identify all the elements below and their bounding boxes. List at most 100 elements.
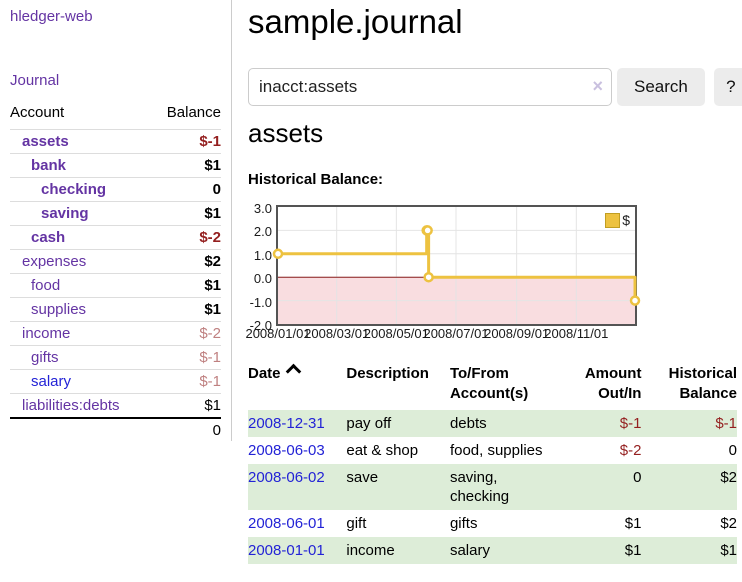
transaction-accounts: salary	[449, 542, 490, 559]
sidebar-item-journal[interactable]: Journal	[10, 72, 60, 89]
register-col-amount: Amount Out/In	[584, 365, 642, 402]
search-button[interactable]: Search	[617, 68, 705, 106]
search-box: ×	[248, 68, 612, 106]
y-axis-tick-label: 0.0	[253, 271, 272, 287]
transaction-amount: 0	[633, 469, 642, 486]
transaction-date-link[interactable]: 2008-01-01	[248, 542, 325, 559]
transaction-balance: 0	[728, 442, 737, 459]
accounts-total-row: 0	[10, 418, 221, 442]
main-content: sample.journal × Search ? assets Histori…	[245, 0, 742, 582]
transaction-date-link[interactable]: 2008-12-31	[248, 415, 325, 432]
account-row: assets $-1	[10, 129, 221, 154]
account-balance: $-2	[199, 325, 221, 342]
transaction-date-link[interactable]: 2008-06-01	[248, 515, 325, 532]
x-axis-tick-label: 2008/03/01	[304, 326, 370, 341]
legend-swatch-icon	[605, 212, 621, 228]
account-balance: $-2	[199, 229, 221, 246]
account-balance: $-1	[199, 373, 221, 390]
account-row: bank $1	[10, 153, 221, 178]
accounts-table: Account Balance assets $-1 bank $1 check…	[10, 104, 221, 442]
transaction-description: gift	[346, 515, 367, 532]
x-axis-tick-label: 2008/05/01	[363, 326, 429, 341]
transaction-accounts: gifts	[449, 515, 478, 532]
register-col-date[interactable]: Date	[248, 360, 346, 410]
register-table: Date Description To/From Account(s) Amou…	[248, 360, 737, 564]
account-heading: assets	[248, 118, 324, 148]
account-link-expenses[interactable]: expenses	[22, 253, 87, 270]
account-link-food[interactable]: food	[31, 277, 61, 294]
account-balance: $1	[204, 397, 221, 414]
transaction-accounts: food, supplies	[449, 442, 543, 459]
transaction-amount: $-1	[619, 415, 642, 432]
transaction-balance: $-1	[715, 415, 737, 432]
accounts-col-balance: Balance	[166, 104, 221, 121]
accounts-header-row: Account Balance	[10, 104, 221, 130]
legend-label: $	[622, 212, 630, 228]
search-form: × Search ?	[248, 68, 742, 106]
transaction-description: pay off	[346, 415, 392, 432]
chart-x-axis: 2008/01/01 2008/03/01 2008/05/01 2008/07/01…	[245, 326, 635, 342]
account-row: supplies $1	[10, 297, 221, 322]
register-row: 2008-12-31 pay off debts $-1 $-1	[248, 410, 737, 437]
register-col-description: Description	[346, 365, 429, 382]
transaction-date-link[interactable]: 2008-06-02	[248, 469, 325, 486]
balance-chart[interactable]: $	[272, 205, 641, 326]
chart-legend: $	[605, 212, 630, 228]
page-title: sample.journal	[248, 3, 463, 40]
register-col-date-label: Date	[248, 365, 281, 382]
account-row: salary $-1	[10, 369, 221, 394]
y-axis-tick-label: 3.0	[253, 201, 272, 216]
chart-label: Historical Balance:	[248, 171, 384, 188]
transaction-balance: $2	[720, 469, 737, 486]
account-balance: $2	[204, 253, 221, 270]
register-col-balance: Historical Balance	[668, 365, 737, 402]
account-link-assets[interactable]: assets	[22, 133, 69, 150]
y-axis-tick-label: -1.0	[249, 294, 272, 310]
transaction-description: save	[346, 469, 379, 486]
x-axis-tick-label: 2008/09/01	[484, 326, 550, 341]
transaction-description: eat & shop	[346, 442, 419, 459]
account-balance: $-1	[199, 349, 221, 366]
transaction-amount: $1	[624, 542, 642, 559]
x-axis-tick-label: 2008/07/01	[423, 326, 489, 341]
help-button[interactable]: ?	[713, 68, 742, 106]
account-row: income $-2	[10, 321, 221, 346]
account-link-liabilities-debts[interactable]: liabilities:debts	[22, 397, 120, 414]
account-row: food $1	[10, 273, 221, 298]
account-link-bank[interactable]: bank	[31, 157, 67, 174]
transaction-balance: $1	[720, 542, 737, 559]
account-row: cash $-2	[10, 225, 221, 250]
transaction-accounts: debts	[449, 415, 487, 432]
account-link-supplies[interactable]: supplies	[31, 301, 87, 318]
account-row: liabilities:debts $1	[10, 393, 221, 419]
account-balance: 0	[212, 181, 221, 198]
account-link-checking[interactable]: checking	[41, 181, 107, 198]
account-link-salary[interactable]: salary	[31, 373, 72, 390]
y-axis-tick-label: 1.0	[253, 247, 272, 263]
clear-search-icon[interactable]: ×	[592, 76, 603, 96]
x-axis-tick-label: 2008/01/01	[245, 326, 311, 341]
register-row: 2008-01-01 income salary $1 $1	[248, 537, 737, 564]
register-header-row: Date Description To/From Account(s) Amou…	[248, 360, 737, 410]
account-link-saving[interactable]: saving	[41, 205, 89, 222]
account-balance: $-1	[199, 133, 221, 150]
search-input[interactable]	[248, 68, 612, 106]
transaction-date-link[interactable]: 2008-06-03	[248, 442, 325, 459]
sort-asc-icon	[285, 363, 301, 380]
account-link-gifts[interactable]: gifts	[31, 349, 59, 366]
account-row: expenses $2	[10, 249, 221, 274]
account-link-cash[interactable]: cash	[31, 229, 66, 246]
transaction-amount: $1	[624, 515, 642, 532]
transaction-amount: $-2	[619, 442, 642, 459]
y-axis-tick-label: -2.0	[249, 318, 272, 333]
account-row: gifts $-1	[10, 345, 221, 370]
register-col-accounts: To/From Account(s)	[449, 365, 529, 402]
account-link-income[interactable]: income	[22, 325, 71, 342]
chart-y-axis: 3.0 2.0 1.0 0.0 -1.0 -2.0	[240, 201, 272, 333]
account-row: checking 0	[10, 177, 221, 202]
account-balance: $1	[204, 301, 221, 318]
app-brand-link[interactable]: hledger-web	[10, 8, 93, 25]
accounts-col-account: Account	[10, 104, 65, 121]
register-row: 2008-06-03 eat & shop food, supplies $-2…	[248, 437, 737, 464]
transaction-description: income	[346, 542, 395, 559]
